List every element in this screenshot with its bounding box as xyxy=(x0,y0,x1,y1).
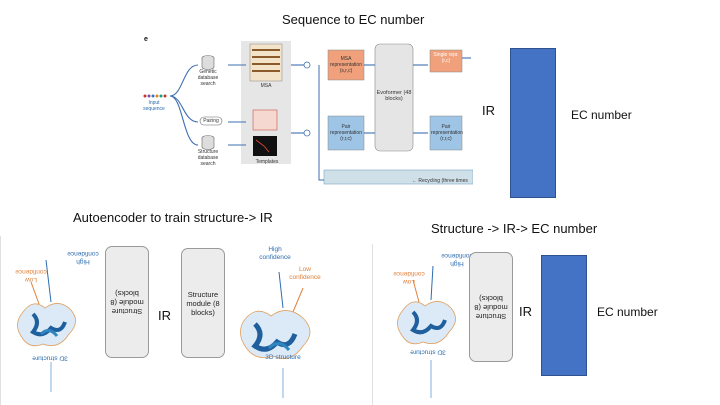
protein-right-icon xyxy=(397,265,456,398)
msa-representation-box xyxy=(327,49,365,81)
pair-representation-box xyxy=(327,115,365,151)
single-rep-label: Single repr. (r,c) xyxy=(433,52,459,64)
title-structure-ir-ec: Structure -> IR-> EC number xyxy=(431,221,598,236)
structure-3d: 3D structure xyxy=(265,354,301,361)
protein-structure: High confidence Low confidence 3D struct… xyxy=(233,238,329,398)
input-sequence-icon xyxy=(143,94,167,98)
ec-output-box-right xyxy=(541,255,587,376)
pairing-pill xyxy=(199,116,223,126)
low-confidence-right: Low confidence xyxy=(393,270,425,286)
genetic-db-cylinder-icon xyxy=(201,55,215,70)
structure-module-box: Structure module (8 blocks) xyxy=(181,248,225,358)
protein-structure-flipped: High confidence Low confidence 3D struct… xyxy=(11,242,99,392)
ir-label-right: IR xyxy=(519,304,532,319)
title-autoencoder: Autoencoder to train structure-> IR xyxy=(73,210,273,225)
autoencoder-panel: High confidence Low confidence 3D struct… xyxy=(0,236,349,405)
ec-output-box-top xyxy=(510,48,556,198)
low-confidence-flipped: Low confidence xyxy=(15,268,47,284)
high-confidence: High confidence xyxy=(259,246,291,261)
low-confidence: Low confidence xyxy=(289,266,321,281)
input-sequence-label: Input sequence xyxy=(143,100,165,112)
pairing-label: Pairing xyxy=(203,118,219,124)
structure-module-label: Structure module (8 blocks) xyxy=(186,289,220,317)
structure-db-cylinder-icon xyxy=(201,135,215,150)
high-confidence-flipped: High confidence xyxy=(67,250,99,266)
protein-structure-right: High confidence Low confidence 3D struct… xyxy=(391,248,473,398)
msa-rep-label: MSA representation (s,r,c) xyxy=(330,56,362,74)
templates-label: Templates xyxy=(255,159,279,165)
ec-label-top: EC number xyxy=(571,108,632,122)
panel-letter: e xyxy=(144,36,148,43)
structure-module-right-label: Structure module (8 blocks) xyxy=(474,293,508,321)
pair-rep-out-label: Pair representation (r,r,c) xyxy=(431,124,463,142)
title-sequence-to-ec: Sequence to EC number xyxy=(282,12,425,27)
structure-module-right-box: Structure module (8 blocks) xyxy=(469,252,513,362)
protein-flipped-icon xyxy=(17,259,76,392)
pipeline-svg xyxy=(143,41,474,185)
structure-module-flipped-label: Structure module (8 blocks) xyxy=(110,288,144,316)
structure-db-label: Structure database search xyxy=(197,149,219,167)
alphafold-pipeline-figure: e Input sequence Genetic database search… xyxy=(138,36,474,190)
recycling-label: ← Recycling (three times xyxy=(412,178,468,184)
ec-label-right: EC number xyxy=(597,305,658,319)
protein-icon xyxy=(240,271,311,398)
genetic-db-label: Genetic database search xyxy=(197,69,219,87)
structure-3d-flipped: 3D structure xyxy=(32,354,68,362)
pair-rep-label: Pair representation (r,r,c) xyxy=(330,124,362,142)
evoformer-label: Evoformer (48 blocks) xyxy=(376,90,412,102)
structure-3d-right: 3D structure xyxy=(410,348,446,356)
structure-module-flipped-box: Structure module (8 blocks) xyxy=(105,246,149,358)
ir-label-top: IR xyxy=(482,103,495,118)
structure-ir-ec-panel: High confidence Low confidence 3D struct… xyxy=(372,244,523,405)
msa-label: MSA xyxy=(260,83,272,89)
ir-label-left: IR xyxy=(158,308,171,323)
